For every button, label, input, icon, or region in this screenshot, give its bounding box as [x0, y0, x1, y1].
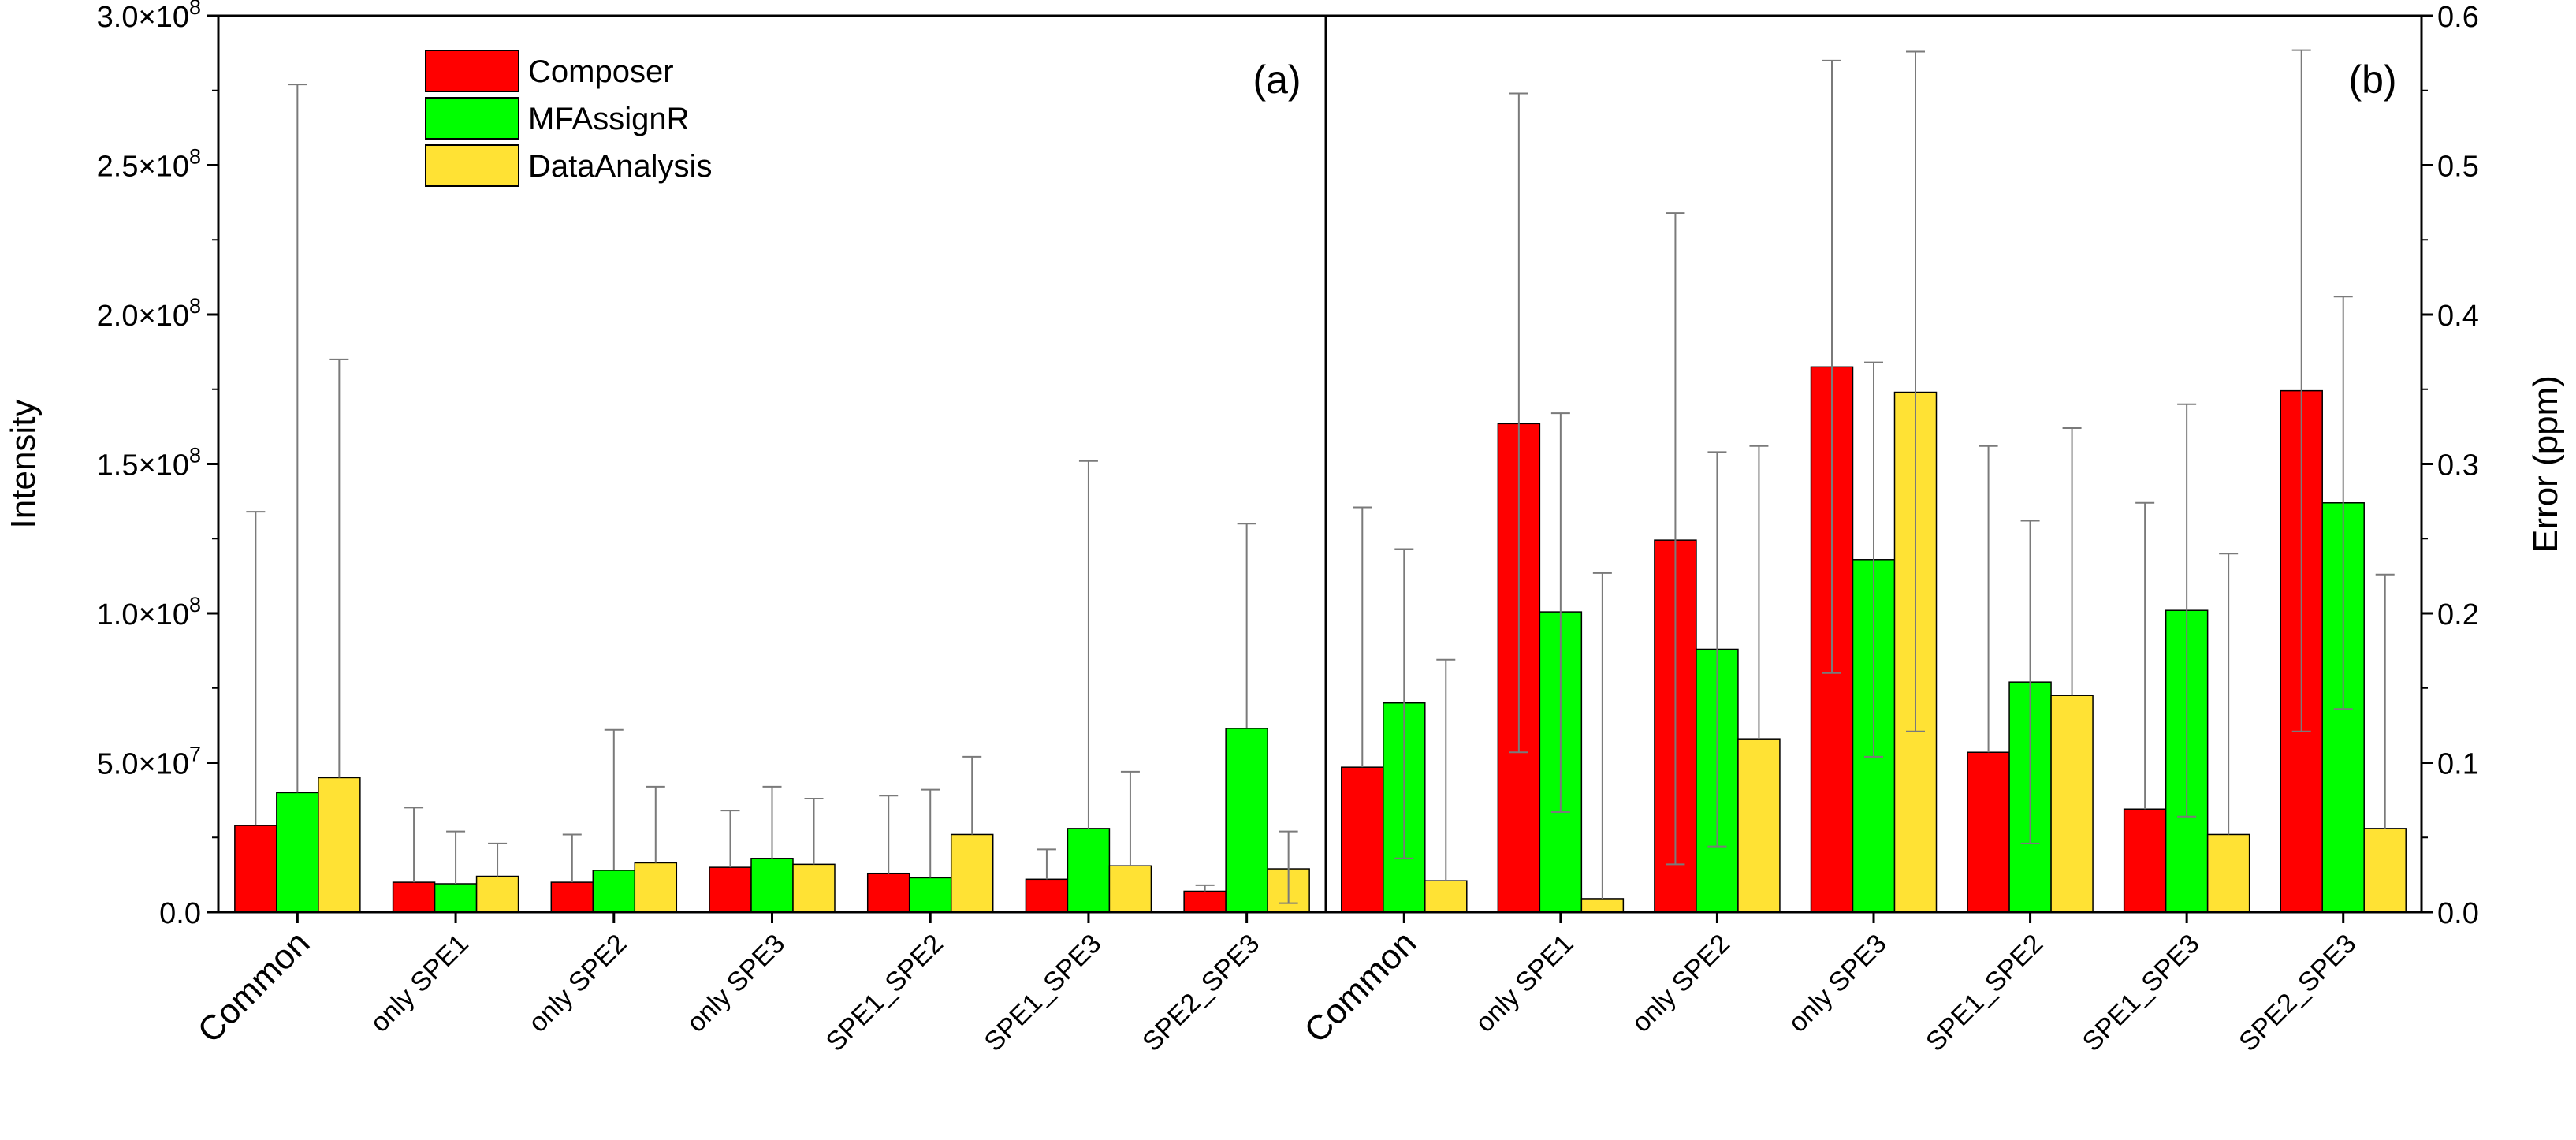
bar	[475, 875, 519, 913]
y-tick-label: 1.0×108	[97, 593, 201, 631]
series-dataanalysis	[1424, 50, 2407, 913]
y-tick-exponent: 7	[189, 743, 201, 766]
bar	[634, 862, 678, 913]
bar	[1737, 738, 1781, 913]
y-tick-label: 0.6	[2437, 1, 2479, 34]
bar	[1424, 880, 1468, 913]
bar	[866, 872, 910, 913]
legend-swatch	[425, 50, 519, 92]
y-tick-exponent: 8	[189, 0, 201, 19]
bar	[1067, 828, 1111, 913]
y-tick-mantissa: 2.5×10	[97, 151, 189, 184]
bar	[276, 792, 319, 913]
bar	[2363, 828, 2407, 913]
bar	[2206, 833, 2250, 913]
y-tick-label: 0.5	[2437, 151, 2479, 184]
bar	[392, 881, 436, 913]
bar	[792, 863, 836, 913]
y-tick-label: 0.2	[2437, 598, 2479, 631]
bar	[2050, 695, 2094, 913]
y-tick-mantissa: 1.5×10	[97, 449, 189, 482]
x-category-label: SPE1_SPE2	[821, 929, 949, 1057]
x-category-label: SPE2_SPE3	[2233, 929, 2362, 1057]
bar	[234, 825, 277, 913]
series-composer	[234, 511, 1227, 913]
y-tick-mantissa: 3.0×10	[97, 1, 189, 34]
bar	[750, 858, 794, 913]
y-axis-title: Intensity	[4, 400, 43, 529]
bar	[434, 883, 478, 913]
y-tick-exponent: 8	[189, 593, 201, 617]
y-tick-mantissa: 1.0×10	[97, 598, 189, 631]
series-mfassignr	[1383, 296, 2365, 913]
y-tick-label: 0.1	[2437, 748, 2479, 781]
series-mfassignr	[276, 84, 1268, 913]
bar	[592, 870, 636, 913]
y-tick-label: 0.0	[159, 897, 201, 930]
legend-label: MFAssignR	[528, 102, 690, 136]
y-tick-mantissa: 2.0×10	[97, 300, 189, 333]
legend-swatch	[425, 97, 519, 140]
bar	[1341, 766, 1384, 913]
y-tick-label: 3.0×108	[97, 0, 201, 34]
bar	[2123, 808, 2167, 913]
bar	[1967, 751, 2010, 913]
x-category-label: SPE1_SPE3	[978, 929, 1107, 1057]
bar	[550, 881, 594, 913]
series-composer	[1341, 49, 2323, 913]
x-category-label: only SPE2	[523, 929, 632, 1038]
x-category-label: only SPE1	[1469, 929, 1579, 1038]
bar	[950, 833, 994, 913]
x-category-label: only SPE2	[1626, 929, 1736, 1038]
x-category-label: only SPE1	[365, 929, 475, 1038]
y-tick-label: 2.0×108	[97, 294, 201, 333]
bar	[1183, 890, 1227, 913]
y-tick-label: 2.5×108	[97, 145, 201, 184]
legend-label: Composer	[528, 54, 674, 89]
bar	[709, 866, 752, 913]
bar	[908, 877, 952, 913]
x-category-label: Common	[191, 923, 318, 1050]
bar	[318, 777, 361, 913]
y-tick-exponent: 8	[189, 444, 201, 468]
legend-swatch	[425, 144, 519, 187]
x-category-label: SPE1_SPE3	[2077, 929, 2206, 1057]
y-tick-exponent: 8	[189, 294, 201, 318]
panel-label: (a)	[1253, 58, 1301, 102]
y-tick-mantissa: 5.0×10	[97, 748, 189, 781]
x-category-label: SPE2_SPE3	[1137, 929, 1265, 1057]
legend-label: DataAnalysis	[528, 149, 712, 184]
y-tick-label: 0.3	[2437, 449, 2479, 482]
x-category-label: SPE1_SPE2	[1920, 929, 2049, 1057]
series-dataanalysis	[318, 358, 1310, 913]
y-axis-title: Error (ppm)	[2526, 375, 2565, 553]
bar	[1025, 878, 1069, 913]
y-tick-label: 0.4	[2437, 300, 2479, 333]
bar	[1225, 728, 1268, 913]
bar	[1108, 865, 1152, 913]
x-category-label: Common	[1297, 923, 1424, 1050]
panel-b-error: 0.0 0.1 0.2 0.3 0.4 0.5 0.6 Common only SPE1 only…	[1297, 1, 2565, 1057]
y-tick-label: 1.5×108	[97, 444, 201, 482]
x-category-label: only SPE3	[681, 929, 791, 1038]
bar	[1580, 898, 1625, 913]
y-tick-exponent: 8	[189, 145, 201, 169]
panel-label: (b)	[2348, 58, 2396, 102]
y-tick-label: 5.0×107	[97, 743, 201, 781]
x-category-label: only SPE3	[1783, 929, 1893, 1038]
y-tick-label: 0.0	[2437, 897, 2479, 930]
legend: Composer MFAssignR DataAnalysis	[425, 50, 712, 187]
